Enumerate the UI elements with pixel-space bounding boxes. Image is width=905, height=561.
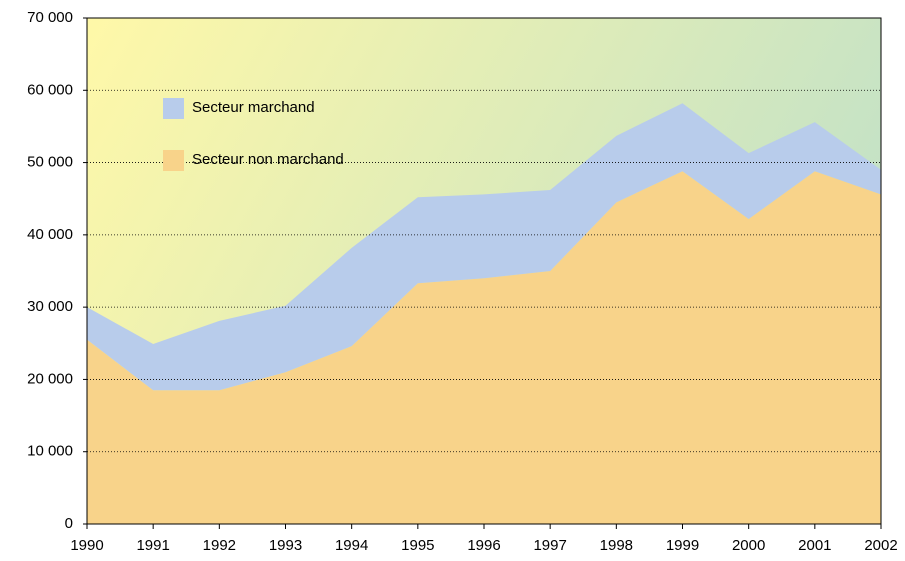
y-tick-label: 50 000 — [27, 154, 73, 171]
plot-frame — [86, 17, 882, 524]
x-tick-label: 1994 — [335, 537, 368, 554]
area — [87, 171, 881, 524]
y-tick-label: 30 000 — [27, 298, 73, 315]
legend-label: Secteur non marchand — [192, 151, 344, 168]
x-tick-label: 1990 — [70, 537, 103, 554]
area — [87, 103, 881, 391]
y-tick-label: 20 000 — [27, 370, 73, 387]
x-tick-label: 1998 — [600, 537, 633, 554]
x-tick-label: 1995 — [401, 537, 434, 554]
y-tick-label: 60 000 — [27, 81, 73, 98]
legend-swatch — [163, 98, 184, 119]
x-tick-label: 1999 — [666, 537, 699, 554]
y-tick-label: 0 — [65, 515, 73, 532]
legend-swatch — [163, 150, 184, 171]
x-tick-label: 2000 — [732, 537, 765, 554]
x-tick-label: 1991 — [136, 537, 169, 554]
y-tick-label: 40 000 — [27, 226, 73, 243]
x-tick-label: 1993 — [269, 537, 302, 554]
y-tick-label: 10 000 — [27, 443, 73, 460]
x-tick-label: 1996 — [467, 537, 500, 554]
x-tick-label: 1992 — [203, 537, 236, 554]
legend-label: Secteur marchand — [192, 99, 315, 116]
x-tick-label: 1997 — [533, 537, 566, 554]
x-tick-label: 2002 — [864, 537, 897, 554]
y-tick-label: 70 000 — [27, 9, 73, 26]
x-tick-label: 2001 — [798, 537, 831, 554]
